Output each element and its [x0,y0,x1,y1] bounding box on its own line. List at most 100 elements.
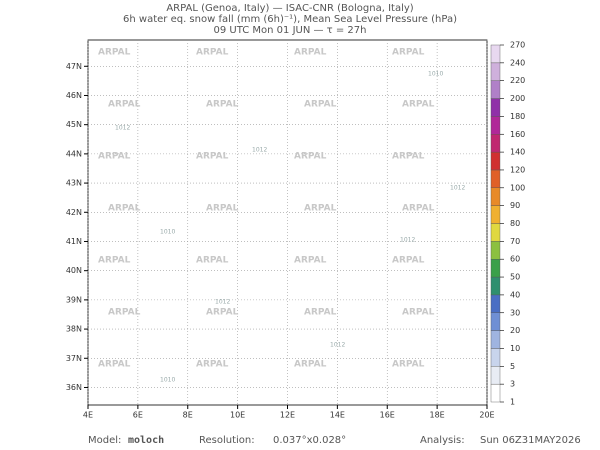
colorbar-swatch [490,223,501,242]
coastline [88,107,487,330]
colorbar-swatch [490,169,501,188]
colorbar-label: 10 [510,344,520,353]
watermark: ARPAL [392,256,425,266]
isobar-label: 1012 [450,185,465,192]
lat-tick-label: 44N [66,149,82,158]
colorbar-swatch [490,151,501,171]
colorbar-swatch [490,259,501,278]
isobar [178,95,300,118]
lon-tick-label: 18E [430,411,445,420]
colorbar-swatch [490,205,501,224]
graticule: 4E 6E 8E 10E 12E 14E 16E 18E 20E 36N 37N 38N 39N 40N 4… [66,40,495,420]
watermark: ARPAL [206,308,239,318]
coastline [193,234,233,303]
lat-tick-label: 46N [66,91,82,100]
footer-label: Model: [88,435,121,446]
colorbar-label: 90 [510,201,520,210]
lat-tick-label: 42N [66,208,82,217]
watermark: ARPAL [294,48,327,58]
colorbar-swatch [490,312,501,331]
watermark: ARPAL [206,100,239,110]
lon-tick-label: 6E [133,411,143,420]
lat-tick-label: 36N [66,383,82,392]
footer-label: Analysis: [420,435,465,446]
lat-tick-label: 47N [66,62,82,71]
colorbar-label: 50 [510,273,520,282]
colorbar-swatch [490,62,501,81]
footer-label: Resolution: [199,435,255,446]
lat-tick-label: 41N [66,237,82,246]
lon-tick-label: 20E [479,411,494,420]
colorbar-label: 40 [510,290,520,299]
lat-tick-label: 38N [66,325,82,334]
watermark: ARPAL [294,152,327,162]
colorbar-label: 120 [510,165,525,174]
lon-tick-label: 10E [230,411,245,420]
colorbar-swatch [490,348,501,367]
colorbar: 1 3 5 10 20 30 40 50 60 70 80 90 100 120 140 160 180 200 2… [490,41,525,407]
isobar-label: 1012 [400,237,415,244]
lon-tick-label: 8E [183,411,193,420]
lon-tick-label: 4E [83,411,93,420]
title-line: 09 UTC Mon 01 JUN — τ = 27h [214,25,367,36]
snowfall-contour [243,66,265,72]
colorbar-swatch [490,383,501,403]
colorbar-swatch [490,134,501,153]
colorbar-label: 140 [510,148,525,157]
isobar-label: 1012 [115,125,130,132]
colorbar-label: 220 [510,76,525,85]
watermark: ARPAL [294,256,327,266]
colorbar-label: 160 [510,130,525,139]
watermark: ARPAL [108,308,141,318]
title-line: 6h water eq. snow fall (mm (6h)⁻¹), Mean… [123,14,457,25]
isobar-label: 1010 [160,377,175,384]
watermark: ARPAL [392,48,425,58]
watermark: ARPAL [402,204,435,214]
colorbar-label: 200 [510,94,525,103]
colorbar-label: 80 [510,219,520,228]
watermark: ARPAL [196,152,229,162]
lat-tick-label: 40N [66,266,82,275]
watermark: ARPAL [392,152,425,162]
colorbar-label: 5 [510,362,515,371]
colorbar-swatch [490,116,501,135]
watermark: ARPAL [98,256,131,266]
lat-tick-label: 37N [66,354,82,363]
colorbar-swatch [490,80,501,99]
watermark: ARPAL [294,360,327,370]
title-line: ARPAL (Genoa, Italy) — ISAC-CNR (Bologna… [166,3,413,14]
watermark: ARPAL [304,100,337,110]
footer-value: 0.037°x0.028° [273,435,346,446]
colorbar-swatch [490,98,501,117]
colorbar-label: 30 [510,308,520,317]
watermark: ARPAL [402,100,435,110]
watermark: ARPAL [196,48,229,58]
watermark: ARPAL [98,360,131,370]
lon-tick-label: 12E [280,411,295,420]
isobar [288,174,395,302]
colorbar-label: 240 [510,58,525,67]
colorbar-swatch [490,241,501,260]
coastline [88,350,263,400]
footer-value: Sun 06Z31MAY2026 [480,435,581,446]
colorbar-swatch [490,44,501,64]
watermark: ARPAL [402,308,435,318]
colorbar-swatch [490,187,501,206]
watermark: ARPAL [304,308,337,318]
isobar-label: 1012 [215,299,230,306]
colorbar-label: 70 [510,237,520,246]
isobar-label: 1012 [252,147,267,154]
colorbar-swatch [490,366,501,385]
watermark: ARPAL [108,100,141,110]
watermark: ARPAL [196,256,229,266]
isobar [93,352,487,380]
isobar [452,55,472,163]
watermarks: ARPAL ARPAL ARPAL ARPAL ARPAL ARPAL ARPAL ARPAL… [98,48,435,370]
lon-tick-label: 14E [330,411,345,420]
watermark: ARPAL [304,204,337,214]
watermark: ARPAL [108,204,141,214]
watermark: ARPAL [196,360,229,370]
colorbar-label: 3 [510,380,515,389]
watermark: ARPAL [206,204,239,214]
